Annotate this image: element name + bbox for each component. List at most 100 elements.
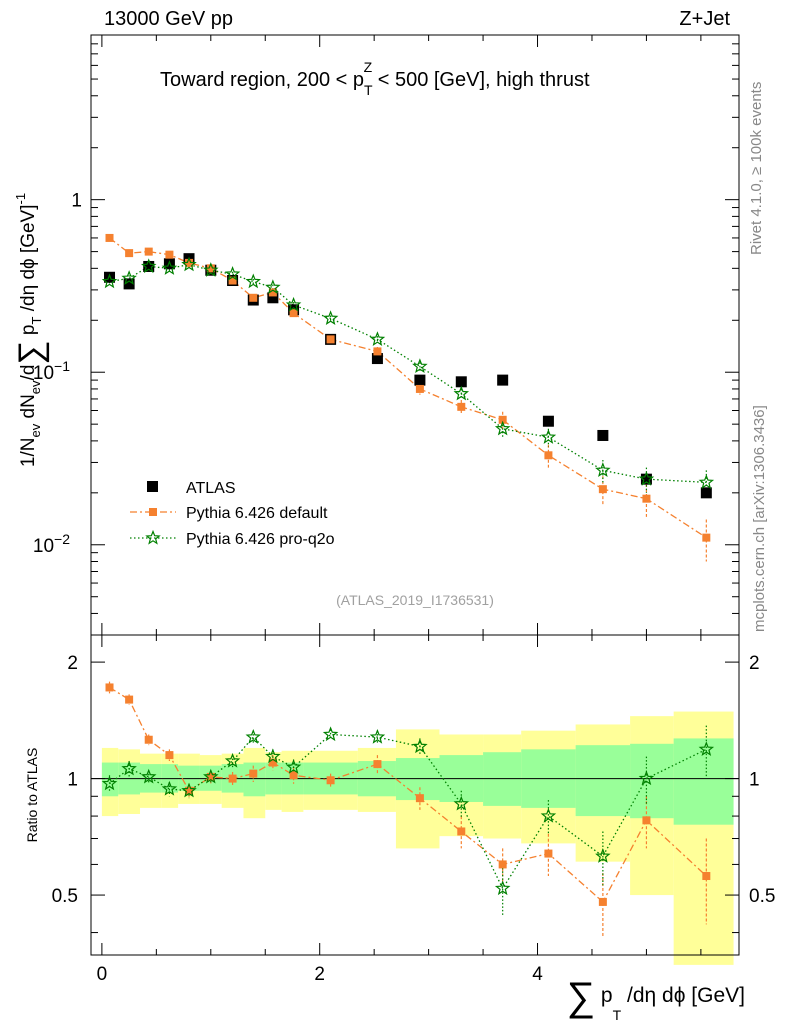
default-point (498, 415, 507, 424)
atlas-point (640, 473, 652, 485)
ratio-proq2o-point (101, 775, 118, 791)
proq2o-point (265, 279, 281, 295)
legend-marker-atlas (147, 481, 158, 492)
proq2o-point (322, 310, 339, 326)
proq2o-point (369, 331, 386, 346)
ratio-default-point (289, 771, 298, 780)
default-point (642, 494, 651, 503)
default-point (373, 347, 382, 356)
ratio-default-point (249, 769, 258, 778)
atlas-point (163, 258, 175, 270)
top-y-axis-label: 1/Nev dNev/d∑ pT /dη dϕ [GeV]-1 (12, 193, 50, 467)
ratio-proq2o-point (285, 759, 302, 774)
ratio-proq2o-point (322, 726, 339, 742)
ratio-default-point (498, 860, 507, 869)
atlas-point (542, 415, 554, 427)
default-point (105, 233, 114, 242)
default-point (415, 384, 424, 393)
ratio-proq2o-point (595, 848, 611, 863)
main-plot-panel: 1 10−1 10−2 Toward region, 200 < pTZ < 500… (12, 34, 740, 636)
ratio-y-axis-label: Ratio to ATLAS (24, 748, 40, 843)
proq2o-point (203, 262, 219, 277)
bottom-y-tick-label-left: 2 (67, 653, 78, 674)
default-point (144, 247, 153, 256)
proq2o-point (285, 296, 302, 312)
default-point (326, 335, 335, 344)
ratio-default-point (598, 897, 607, 906)
atlas-point (143, 260, 155, 272)
ratio-proq2o-point (638, 770, 655, 786)
atlas-point (455, 376, 467, 388)
ratio-default-point (185, 786, 194, 795)
default-point (268, 288, 277, 297)
ratio-proq2o-point (245, 728, 262, 744)
ratio-default-point (206, 772, 215, 781)
proq2o-point (453, 385, 470, 401)
legend-label-proq2o: Pythia 6.426 pro-q2o (186, 531, 335, 548)
proq2o-point (181, 256, 197, 272)
default-point (544, 451, 553, 460)
default-point (206, 264, 215, 273)
bottom-y-tick-label-left: 1 (67, 770, 78, 791)
bottom-y-tick-label-right: 2 (749, 653, 760, 674)
proq2o-point (101, 273, 118, 289)
ratio-default-point (457, 827, 466, 836)
ratio-default-point (544, 849, 553, 858)
ratio-default-point (144, 735, 153, 744)
bottom-y-tick-label-right: 1 (749, 770, 760, 791)
default-point (249, 293, 258, 302)
proq2o-point (540, 429, 557, 444)
atlas-point (123, 278, 135, 290)
proq2o-point (698, 474, 715, 489)
plot-title: Toward region, 200 < pTZ < 500 [GeV], hi… (160, 59, 590, 98)
legend-marker-proq2o (145, 529, 161, 545)
proq2o-point (121, 270, 137, 285)
proq2o-point (245, 273, 262, 289)
ratio-default-point (702, 872, 711, 881)
analysis-watermark: (ATLAS_2019_I1736531) (336, 592, 494, 608)
ratio-default-point (642, 816, 651, 825)
proq2o-point (140, 258, 157, 274)
ratio-band-inner (575, 745, 631, 817)
ratio-proq2o-point (121, 760, 137, 776)
legend: ATLAS Pythia 6.426 default Pythia 6.426 … (130, 480, 335, 548)
default-point (165, 250, 174, 259)
x-tick-label: 4 (532, 964, 543, 985)
svg-text:1/Nev dNev/d∑ pT /dη dϕ [GeV]: 1/Nev dNev/d∑ pT /dη dϕ [GeV]-1 (12, 193, 50, 467)
default-point (457, 402, 466, 411)
top-y-tick-label: 10−1 (33, 358, 70, 384)
atlas-point (104, 271, 116, 283)
ratio-proq2o-point (140, 768, 157, 784)
ratio-band-inner (673, 738, 734, 825)
legend-label-atlas: ATLAS (186, 480, 236, 497)
proq2o-point (638, 471, 655, 486)
default-point (228, 276, 237, 285)
ratio-default-point (125, 695, 134, 704)
ratio-default-point (165, 751, 174, 760)
proq2o-point (224, 266, 241, 281)
x-tick-label: 2 (314, 964, 325, 985)
energy-label: 13000 GeV pp (104, 8, 233, 30)
proq2o-point (595, 462, 611, 477)
default-point (125, 249, 134, 258)
bottom-y-tick-label-right: 0.5 (749, 886, 775, 907)
mcplots-label: mcplots.cern.ch [arXiv:1306.3436] (751, 405, 768, 632)
legend-label-default: Pythia 6.426 default (186, 505, 328, 522)
ratio-proq2o-point (494, 880, 511, 896)
ratio-plot-panel: 0 2 4 2 2 1 1 0.5 0.5 Ratio to ATLAS (24, 634, 775, 985)
proq2o-series-line (109, 264, 707, 484)
ratio-proq2o-point (453, 795, 470, 811)
proq2o-point (494, 420, 511, 436)
ratio-band-inner (630, 743, 674, 819)
ratio-proq2o-point (412, 738, 428, 754)
top-y-tick-label: 10−2 (33, 531, 70, 557)
ratio-default-point (228, 774, 237, 783)
default-point (289, 309, 298, 318)
ratio-proq2o-point (224, 752, 241, 768)
default-point (185, 258, 194, 267)
proq2o-point (161, 260, 178, 275)
top-y-tick-label: 1 (71, 191, 82, 212)
default-point (702, 533, 711, 542)
ratio-default-point (326, 776, 335, 785)
